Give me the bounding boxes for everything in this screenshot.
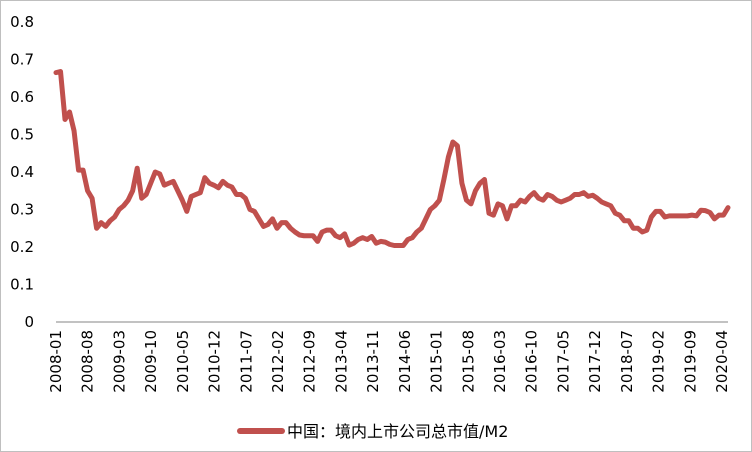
x-tick-label: 2018-07	[618, 330, 636, 393]
x-tick-label: 2012-02	[269, 330, 287, 393]
x-tick-label: 2010-12	[206, 330, 224, 393]
x-tick-label: 2017-12	[586, 330, 604, 393]
x-tick-label: 2008-01	[47, 330, 65, 393]
series-layer	[53, 69, 731, 248]
legend-label: 中国：境内上市公司总市值/M2	[287, 422, 508, 441]
x-tick-label: 2017-05	[554, 330, 572, 393]
x-tick-label: 2008-08	[79, 330, 97, 393]
y-tick-label: 0.2	[10, 238, 34, 256]
y-tick-label: 0	[24, 313, 34, 331]
x-tick-label: 2011-07	[237, 330, 255, 393]
x-tick-label: 2015-08	[459, 330, 477, 393]
x-axis: 2008-01 2008-08 2009-03 2009-10 2010-05 2010-…	[47, 321, 731, 393]
y-tick-label: 0.3	[10, 201, 34, 219]
x-tick-label: 2010-05	[174, 330, 192, 393]
x-tick-label: 2016-10	[523, 330, 541, 393]
y-tick-label: 0.7	[10, 51, 34, 69]
y-axis: 0 0.1 0.2 0.3 0.4 0.5 0.6 0.7 0.8	[10, 13, 34, 331]
x-tick-label: 2020-04	[713, 330, 731, 393]
x-tick-label: 2019-02	[650, 330, 668, 393]
x-tick-label: 2014-06	[396, 330, 414, 393]
y-tick-label: 0.5	[10, 126, 34, 144]
y-tick-label: 0.4	[10, 163, 34, 181]
x-tick-label: 2019-09	[681, 330, 699, 393]
y-tick-label: 0.1	[10, 276, 34, 294]
y-tick-label: 0.6	[10, 88, 34, 106]
x-tick-label: 2015-01	[428, 330, 446, 393]
x-tick-label: 2013-04	[332, 330, 350, 393]
x-tick-label: 2009-10	[142, 330, 160, 393]
legend: 中国：境内上市公司总市值/M2	[237, 422, 508, 441]
x-tick-label: 2009-03	[110, 330, 128, 393]
x-tick-label: 2016-03	[491, 330, 509, 393]
y-tick-label: 0.8	[10, 13, 34, 31]
series-line	[53, 69, 731, 248]
x-tick-label: 2013-11	[364, 330, 382, 393]
x-tick-label: 2012-09	[301, 330, 319, 393]
